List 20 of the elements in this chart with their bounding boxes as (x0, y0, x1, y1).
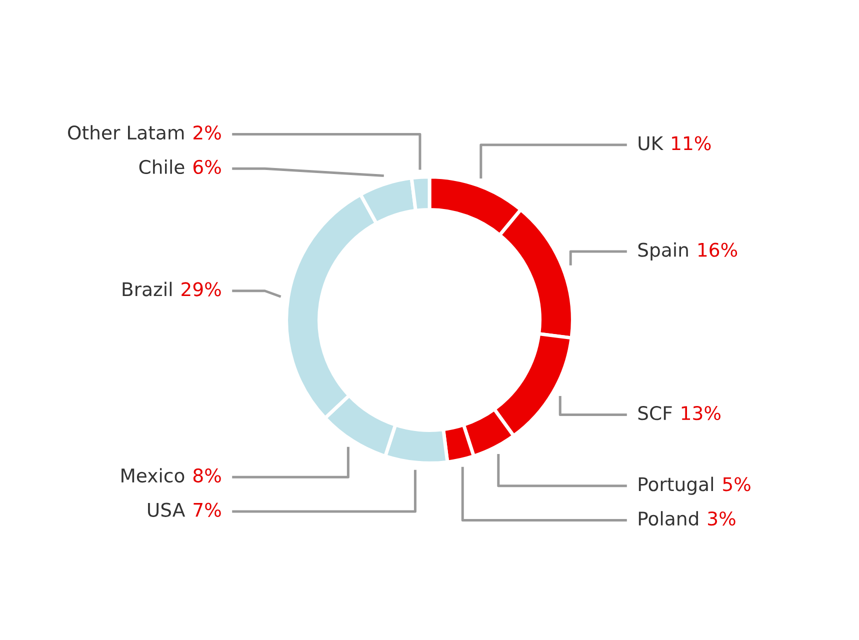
data-label: 6% (193, 160, 221, 174)
data-label: 16% (698, 242, 738, 257)
data-label: 8% (193, 468, 221, 483)
data-label: 11% (672, 136, 711, 150)
data-label: 3% (708, 511, 736, 526)
slice-label: USA (148, 502, 186, 517)
slice-label: Chile (139, 160, 184, 174)
slice-label: Other Latam (68, 125, 184, 140)
slice-label: UK (638, 136, 664, 150)
data-label: 29% (182, 282, 221, 296)
slice-label: Brazil (122, 282, 172, 296)
data-label: 13% (682, 406, 720, 420)
slice-label: SCF (638, 406, 672, 420)
data-label: 5% (723, 477, 750, 492)
data-label: 7% (194, 502, 221, 517)
slice-label: Mexico (122, 468, 184, 483)
slice-label: Poland (638, 511, 698, 526)
slice-label: Portugal (638, 476, 713, 495)
slice-label: Spain (638, 242, 688, 261)
data-label: 2% (194, 126, 221, 140)
